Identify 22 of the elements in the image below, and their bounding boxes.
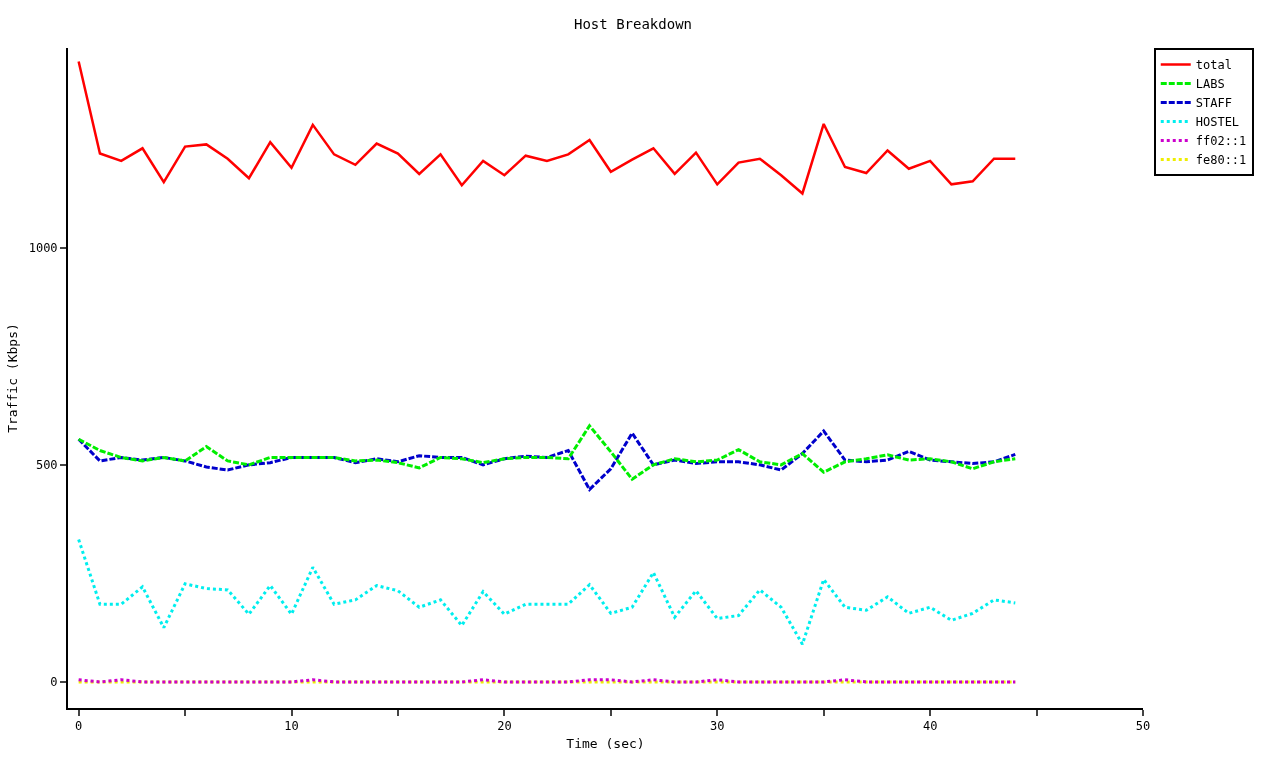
y-tick-label: 500 — [35, 458, 58, 473]
x-tick-label: 30 — [710, 719, 725, 734]
legend-label: STAFF — [1195, 96, 1232, 111]
legend-label: total — [1195, 58, 1232, 73]
line-series — [77, 60, 1017, 195]
x-tick-label: 10 — [284, 719, 299, 734]
x-tick-label: 0 — [75, 719, 83, 734]
x-tick-label: 20 — [497, 719, 512, 734]
y-tick-label: 1000 — [28, 240, 58, 255]
legend-label: LABS — [1195, 77, 1225, 92]
legend-label: ff02::1 — [1195, 134, 1247, 149]
line-series — [77, 538, 1017, 646]
line-series — [77, 424, 1017, 481]
legend-label: HOSTEL — [1195, 115, 1240, 130]
x-axis-title: Time (sec) — [566, 735, 645, 751]
x-tick-label: 40 — [922, 719, 938, 734]
y-tick-label: 0 — [50, 675, 58, 690]
line-series — [77, 429, 1017, 492]
x-tick-label: 50 — [1135, 719, 1151, 734]
legend-label: fe80::1 — [1195, 153, 1247, 168]
chart-title: Host Breakdown — [573, 16, 693, 33]
y-axis-title: Traffic (Kbps) — [5, 323, 21, 433]
